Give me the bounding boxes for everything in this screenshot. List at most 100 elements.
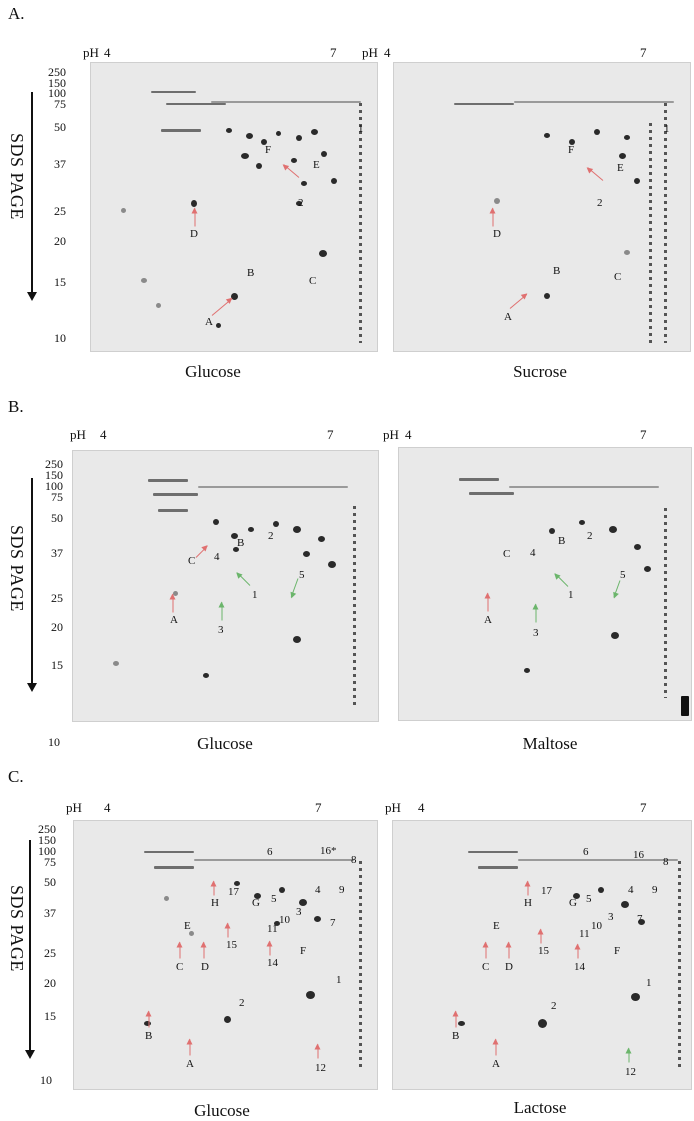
panel-a-sds-page-label: SDS PAGE bbox=[7, 133, 27, 220]
gel-label-d: D bbox=[505, 961, 513, 973]
gel-label-c: C bbox=[503, 548, 511, 560]
gel-label-10: 10 bbox=[591, 920, 602, 932]
mw-tick: 100 bbox=[38, 844, 56, 858]
panel-c-gel2-ph-label: pH bbox=[385, 800, 401, 815]
mw-tick: 50 bbox=[51, 511, 63, 525]
marker-arrow bbox=[221, 602, 223, 621]
mw-tick: 37 bbox=[44, 906, 56, 920]
gel-label-2: 2 bbox=[551, 1000, 557, 1012]
mw-tick: 15 bbox=[44, 1009, 56, 1023]
gel-label-15: 15 bbox=[538, 945, 549, 957]
mw-tick: 10 bbox=[40, 1073, 52, 1087]
mw-tick: 10 bbox=[54, 331, 66, 345]
gel-label-5: 5 bbox=[620, 569, 626, 581]
mw-tick: 250 bbox=[38, 822, 56, 836]
panel-c-down-arrow-head bbox=[25, 1050, 35, 1059]
gel-label-1: 1 bbox=[646, 977, 652, 989]
gel-label-b: B bbox=[558, 535, 566, 547]
gel-label-8: 8 bbox=[351, 854, 357, 866]
gel-label-d: D bbox=[190, 228, 198, 240]
marker-arrow bbox=[227, 923, 229, 938]
gel-label-1: 1 bbox=[568, 589, 574, 601]
mw-tick: 100 bbox=[48, 86, 66, 100]
panel-a-ph-low: 4 bbox=[104, 45, 111, 60]
mw-tick: 250 bbox=[48, 65, 66, 79]
panel-c-ph-label: pH bbox=[66, 800, 82, 815]
gel-label-12: 12 bbox=[315, 1062, 326, 1074]
marker-arrow bbox=[495, 1039, 497, 1056]
gel-label-7: 7 bbox=[637, 913, 643, 925]
gel-label-f: F bbox=[300, 945, 307, 957]
panel-b-down-arrow bbox=[31, 478, 33, 683]
marker-arrow bbox=[535, 604, 537, 623]
mw-tick: 25 bbox=[51, 591, 63, 605]
gel-label-7: 7 bbox=[330, 917, 336, 929]
gel-label-15: 15 bbox=[226, 939, 237, 951]
marker-arrow bbox=[172, 594, 174, 613]
gel-label-6: 6 bbox=[267, 846, 273, 858]
panel-a-glucose-caption: Glucose bbox=[185, 362, 241, 381]
panel-a-ph-label: pH bbox=[83, 45, 99, 60]
gel-label-h: H bbox=[524, 897, 532, 909]
marker-arrow bbox=[148, 1011, 150, 1028]
gel-label-2: 2 bbox=[268, 530, 274, 542]
mw-tick: 50 bbox=[44, 875, 56, 889]
panel-a-sucrose-caption: Sucrose bbox=[513, 362, 567, 381]
panel-c-glucose-gel bbox=[73, 820, 378, 1090]
gel-label-a: A bbox=[484, 614, 492, 626]
marker-arrow bbox=[628, 1048, 630, 1063]
gel-label-4: 4 bbox=[214, 551, 220, 563]
mw-tick: 20 bbox=[54, 234, 66, 248]
gel-label-a: A bbox=[170, 614, 178, 626]
mw-tick: 25 bbox=[44, 946, 56, 960]
gel-label-5: 5 bbox=[586, 893, 592, 905]
panel-a-ph-high: 7 bbox=[330, 45, 337, 60]
gel-label-5: 5 bbox=[271, 893, 277, 905]
panel-a-down-arrow-head bbox=[27, 292, 37, 301]
panel-c-gel2-ph-low: 4 bbox=[418, 800, 425, 815]
gel-label-a: A bbox=[205, 316, 213, 328]
gel-label-2: 2 bbox=[587, 530, 593, 542]
panel-c-sds-page-label: SDS PAGE bbox=[7, 885, 27, 972]
gel-label-14: 14 bbox=[574, 961, 585, 973]
panel-c-ph-low: 4 bbox=[104, 800, 111, 815]
gel-label-b: B bbox=[247, 267, 255, 279]
gel-label-b: B bbox=[237, 537, 245, 549]
mw-tick: 150 bbox=[48, 76, 66, 90]
marker-arrow bbox=[269, 941, 271, 956]
marker-arrow bbox=[203, 942, 205, 959]
panel-a-letter: A. bbox=[8, 4, 25, 23]
gel-label-3: 3 bbox=[608, 911, 614, 923]
panel-c-down-arrow bbox=[29, 840, 31, 1050]
gel-label-c: C bbox=[482, 961, 490, 973]
gel-label-16: 16 bbox=[633, 849, 644, 861]
gel-label-f: F bbox=[568, 144, 575, 156]
mw-tick: 20 bbox=[44, 976, 56, 990]
gel-label-1: 1 bbox=[336, 974, 342, 986]
panel-b-glucose-gel bbox=[72, 450, 379, 722]
marker-arrow bbox=[455, 1011, 457, 1028]
gel-label-e: E bbox=[313, 159, 320, 171]
marker-arrow bbox=[508, 942, 510, 959]
panel-c-lactose-gel bbox=[392, 820, 692, 1090]
gel-label-a: A bbox=[186, 1058, 194, 1070]
gel-label-c: C bbox=[176, 961, 184, 973]
mw-tick: 75 bbox=[51, 490, 63, 504]
gel-label-3: 3 bbox=[218, 624, 224, 636]
gel-label-f: F bbox=[614, 945, 621, 957]
gel-label-2: 2 bbox=[597, 197, 603, 209]
panel-b-gel2-ph-low: 4 bbox=[405, 427, 412, 442]
mw-tick: 10 bbox=[48, 735, 60, 749]
gel-label-e: E bbox=[617, 162, 624, 174]
gel-label-9: 9 bbox=[339, 884, 345, 896]
panel-a-down-arrow bbox=[31, 92, 33, 292]
mw-tick: 75 bbox=[54, 97, 66, 111]
marker-arrow bbox=[527, 881, 529, 896]
panel-b-maltose-gel bbox=[398, 447, 692, 721]
marker-arrow bbox=[540, 929, 542, 944]
gel-label-h: H bbox=[211, 897, 219, 909]
gel-label-3: 3 bbox=[296, 906, 302, 918]
gel-label-16-star: 16* bbox=[320, 845, 337, 857]
mw-tick: 150 bbox=[45, 468, 63, 482]
panel-b-down-arrow-head bbox=[27, 683, 37, 692]
